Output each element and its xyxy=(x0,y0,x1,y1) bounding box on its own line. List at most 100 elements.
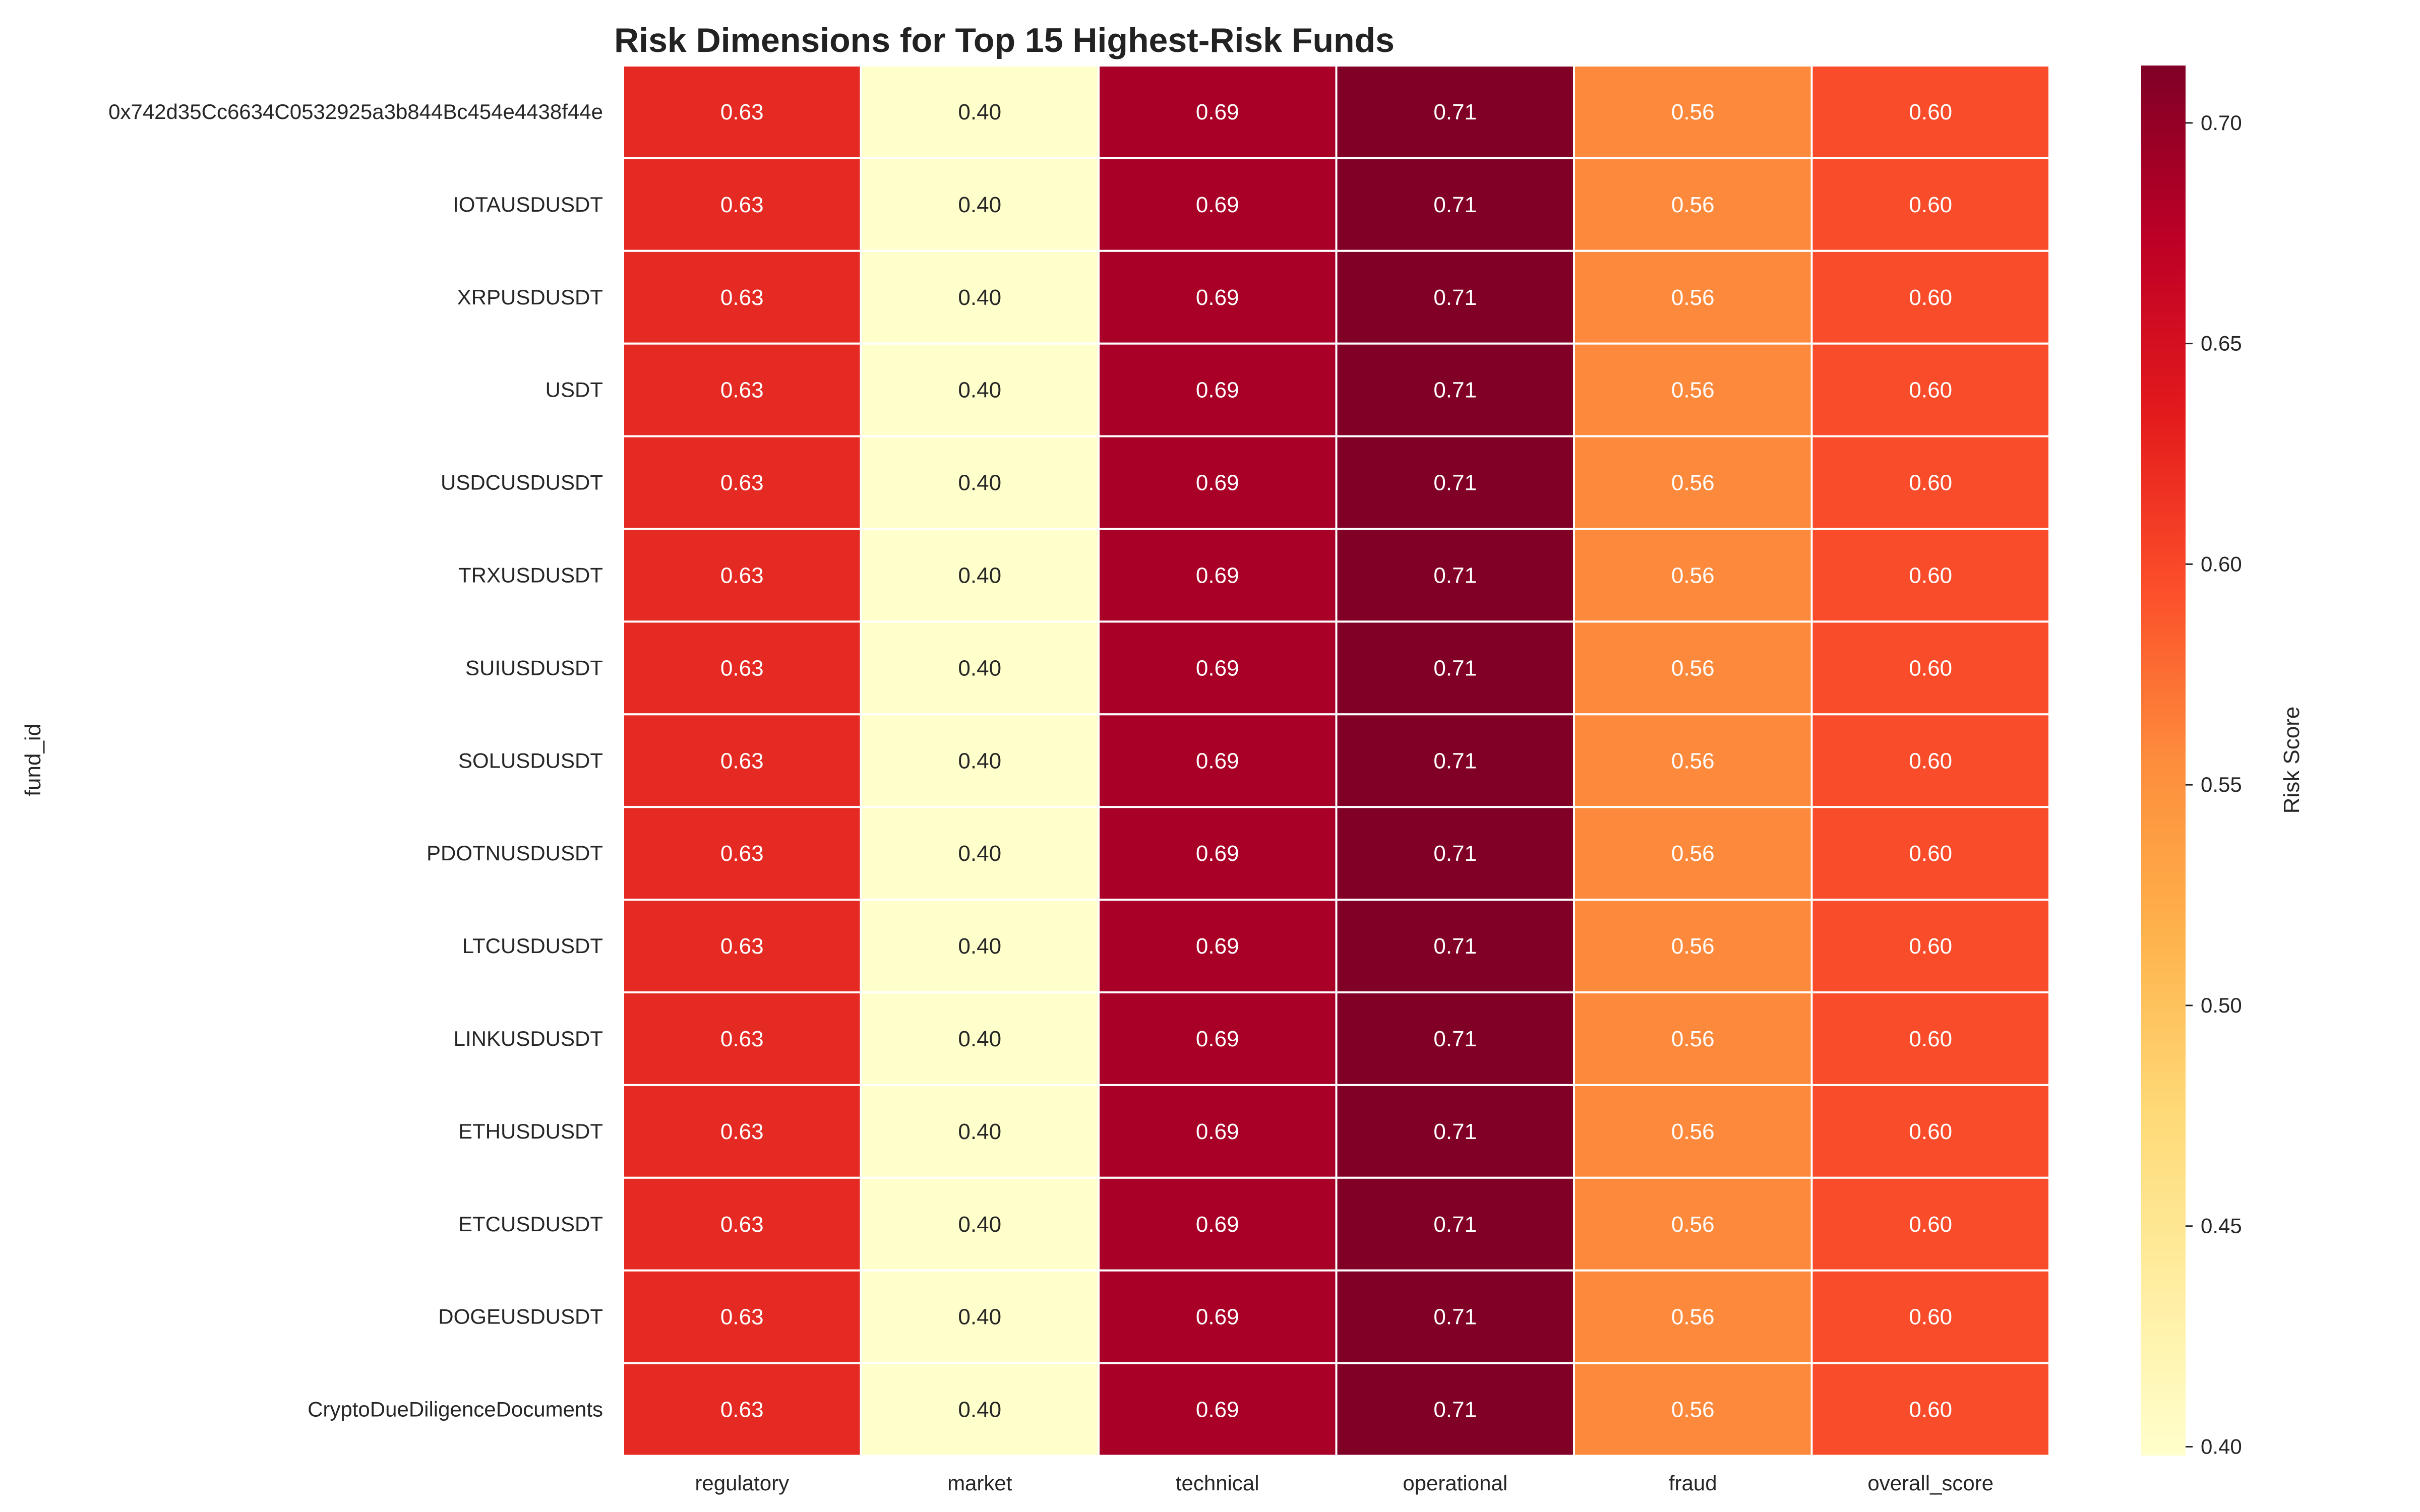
heatmap-cell xyxy=(1573,249,1813,345)
row-tick-label: 0x742d35Cc6634C0532925a3b844Bc454e4438f4… xyxy=(108,100,603,123)
cell-value-label: 0.56 xyxy=(1671,1119,1715,1144)
cell-value-label: 0.69 xyxy=(1196,1398,1239,1422)
cell-value-label: 0.71 xyxy=(1433,1398,1477,1422)
cell-value-label: 0.63 xyxy=(720,1027,764,1051)
heatmap-cell xyxy=(1335,1084,1575,1179)
cell-value-label: 0.71 xyxy=(1433,563,1477,588)
colorbar-label: Risk Score xyxy=(2279,707,2304,814)
cell-value-label: 0.40 xyxy=(958,378,1001,403)
cell-value-label: 0.56 xyxy=(1671,285,1715,310)
column-tick-label: regulatory xyxy=(695,1471,789,1495)
cell-value-label: 0.69 xyxy=(1196,934,1239,959)
heatmap-cell xyxy=(1810,249,2050,345)
row-tick-label: USDT xyxy=(546,378,603,402)
cell-value-label: 0.40 xyxy=(958,841,1001,866)
cell-value-label: 0.60 xyxy=(1909,1212,1952,1237)
cell-value-label: 0.69 xyxy=(1196,1305,1239,1330)
heatmap-cell xyxy=(1810,806,2050,901)
heatmap-cell xyxy=(1810,713,2050,808)
heatmap-cell xyxy=(1335,249,1575,345)
cell-value-label: 0.63 xyxy=(720,934,764,959)
cell-value-label: 0.71 xyxy=(1433,1305,1477,1330)
heatmap-cell xyxy=(1098,1176,1338,1272)
cell-value-label: 0.69 xyxy=(1196,1119,1239,1144)
chart-title: Risk Dimensions for Top 15 Highest-Risk … xyxy=(614,21,1395,59)
cell-value-label: 0.56 xyxy=(1671,1027,1715,1051)
heatmap-cell xyxy=(860,620,1100,716)
colorbar-tick-label: 0.55 xyxy=(2201,773,2242,796)
cell-value-label: 0.71 xyxy=(1433,193,1477,217)
cell-value-label: 0.40 xyxy=(958,1212,1001,1237)
heatmap-cell xyxy=(1573,342,1813,437)
heatmap-cell xyxy=(1098,620,1338,716)
heatmap-cell xyxy=(1573,713,1813,808)
cell-value-label: 0.56 xyxy=(1671,656,1715,680)
cell-value-label: 0.56 xyxy=(1671,471,1715,495)
cell-value-label: 0.69 xyxy=(1196,471,1239,495)
cell-value-label: 0.56 xyxy=(1671,1212,1715,1237)
cell-value-label: 0.40 xyxy=(958,1398,1001,1422)
row-tick-label: ETHUSDUSDT xyxy=(458,1119,603,1143)
cell-value-label: 0.63 xyxy=(720,1398,764,1422)
heatmap-cell xyxy=(860,65,1100,159)
cell-value-label: 0.56 xyxy=(1671,934,1715,959)
cell-value-label: 0.71 xyxy=(1433,285,1477,310)
cell-value-label: 0.69 xyxy=(1196,563,1239,588)
cell-value-label: 0.40 xyxy=(958,748,1001,773)
row-tick-label: ETCUSDUSDT xyxy=(458,1212,603,1236)
row-tick-label: TRXUSDUSDT xyxy=(458,563,603,587)
colorbar-tick-label: 0.40 xyxy=(2201,1434,2242,1458)
heatmap-cell xyxy=(1573,435,1813,530)
heatmap-cell xyxy=(1573,1362,1813,1457)
row-tick-label: SOLUSDUSDT xyxy=(458,748,603,772)
cell-value-label: 0.60 xyxy=(1909,1398,1952,1422)
cell-value-label: 0.63 xyxy=(720,1212,764,1237)
heatmap-cell xyxy=(1098,1362,1338,1457)
heatmap-cell xyxy=(1098,435,1338,530)
cell-value-label: 0.60 xyxy=(1909,656,1952,680)
cell-value-label: 0.71 xyxy=(1433,1119,1477,1144)
cell-value-label: 0.63 xyxy=(720,1119,764,1144)
heatmap-cell xyxy=(1335,65,1575,159)
row-tick-labels: 0x742d35Cc6634C0532925a3b844Bc454e4438f4… xyxy=(108,100,603,1421)
cell-value-label: 0.56 xyxy=(1671,1305,1715,1330)
cell-value-label: 0.71 xyxy=(1433,471,1477,495)
heatmap-cell xyxy=(622,435,862,530)
row-tick-label: XRPUSDUSDT xyxy=(457,285,603,309)
heatmap-cell xyxy=(1810,342,2050,437)
heatmap-cell xyxy=(860,342,1100,437)
heatmap-cell xyxy=(1335,991,1575,1086)
cell-value-label: 0.56 xyxy=(1671,1398,1715,1422)
heatmap-cell xyxy=(1810,65,2050,159)
cell-value-label: 0.56 xyxy=(1671,193,1715,217)
cell-value-label: 0.63 xyxy=(720,748,764,773)
column-tick-label: overall_score xyxy=(1867,1471,1993,1495)
heatmap-cell xyxy=(1098,806,1338,901)
heatmap-cell xyxy=(622,342,862,437)
cell-value-label: 0.69 xyxy=(1196,193,1239,217)
row-tick-label: PDOTNUSDUSDT xyxy=(427,841,603,865)
cell-value-label: 0.60 xyxy=(1909,934,1952,959)
heatmap-cell xyxy=(1335,713,1575,808)
heatmap-cell xyxy=(1810,1269,2050,1364)
cell-value-label: 0.69 xyxy=(1196,748,1239,773)
heatmap-cell xyxy=(1573,806,1813,901)
heatmap-cell xyxy=(622,1084,862,1179)
heatmap-cell xyxy=(860,899,1100,993)
heatmap-cell xyxy=(860,249,1100,345)
heatmap-cell xyxy=(1335,157,1575,252)
colorbar xyxy=(2141,66,2186,1456)
heatmap-cell xyxy=(1335,620,1575,716)
heatmap-cell xyxy=(622,899,862,993)
cell-value-label: 0.56 xyxy=(1671,841,1715,866)
colorbar-tick-label: 0.45 xyxy=(2201,1214,2242,1238)
cell-value-label: 0.71 xyxy=(1433,934,1477,959)
column-tick-label: market xyxy=(947,1471,1012,1495)
row-tick-label: USDCUSDUSDT xyxy=(441,471,603,494)
colorbar-tick-label: 0.60 xyxy=(2201,552,2242,576)
colorbar-ticks: 0.40 0.45 0.50 0.55 0.60 0.65 0.70 xyxy=(2186,111,2242,1458)
heatmap-cell xyxy=(1573,899,1813,993)
heatmap-cell xyxy=(1335,1362,1575,1457)
heatmap-cell xyxy=(1810,157,2050,252)
